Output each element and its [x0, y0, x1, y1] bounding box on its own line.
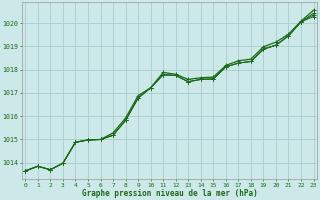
X-axis label: Graphe pression niveau de la mer (hPa): Graphe pression niveau de la mer (hPa): [82, 189, 257, 198]
